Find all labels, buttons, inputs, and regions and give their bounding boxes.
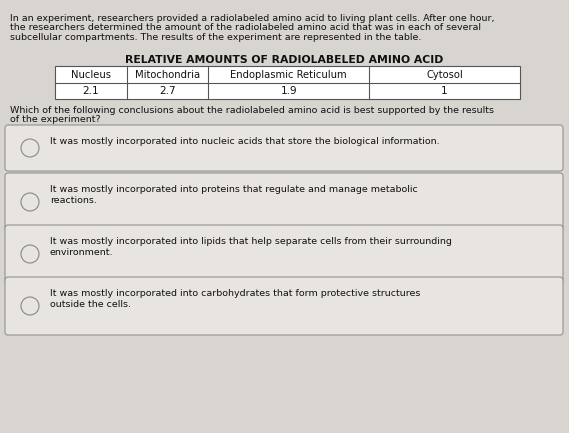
Text: Cytosol: Cytosol [426,70,463,80]
Text: subcellular compartments. The results of the experiment are represented in the t: subcellular compartments. The results of… [10,33,422,42]
Text: In an experiment, researchers provided a radiolabeled amino acid to living plant: In an experiment, researchers provided a… [10,14,494,23]
FancyBboxPatch shape [5,173,563,231]
Text: It was mostly incorporated into proteins that regulate and manage metabolic
reac: It was mostly incorporated into proteins… [50,185,418,205]
Bar [55,66,520,99]
Text: It was mostly incorporated into nucleic acids that store the biological informat: It was mostly incorporated into nucleic … [50,137,440,146]
Text: 1.9: 1.9 [281,86,297,96]
Text: It was mostly incorporated into lipids that help separate cells from their surro: It was mostly incorporated into lipids t… [50,237,452,258]
Text: Which of the following conclusions about the radiolabeled amino acid is best sup: Which of the following conclusions about… [10,106,494,115]
FancyBboxPatch shape [5,125,563,171]
Circle shape [21,245,39,263]
Text: It was mostly incorporated into carbohydrates that form protective structures
ou: It was mostly incorporated into carbohyd… [50,289,420,310]
Text: RELATIVE AMOUNTS OF RADIOLABELED AMINO ACID: RELATIVE AMOUNTS OF RADIOLABELED AMINO A… [125,55,443,65]
FancyBboxPatch shape [5,277,563,335]
Text: 1: 1 [441,86,448,96]
Circle shape [21,297,39,315]
Text: 2.7: 2.7 [159,86,176,96]
Text: D: D [26,301,34,311]
Text: Nucleus: Nucleus [71,70,111,80]
Circle shape [21,139,39,157]
Text: Endoplasmic Reticulum: Endoplasmic Reticulum [230,70,347,80]
Text: C: C [26,249,34,259]
Text: the researchers determined the amount of the radiolabeled amino acid that was in: the researchers determined the amount of… [10,23,481,32]
Circle shape [21,193,39,211]
Text: of the experiment?: of the experiment? [10,116,101,125]
Text: B: B [26,197,34,207]
Text: 2.1: 2.1 [83,86,100,96]
Text: A: A [26,143,34,153]
Text: Mitochondria: Mitochondria [135,70,200,80]
FancyBboxPatch shape [5,225,563,283]
